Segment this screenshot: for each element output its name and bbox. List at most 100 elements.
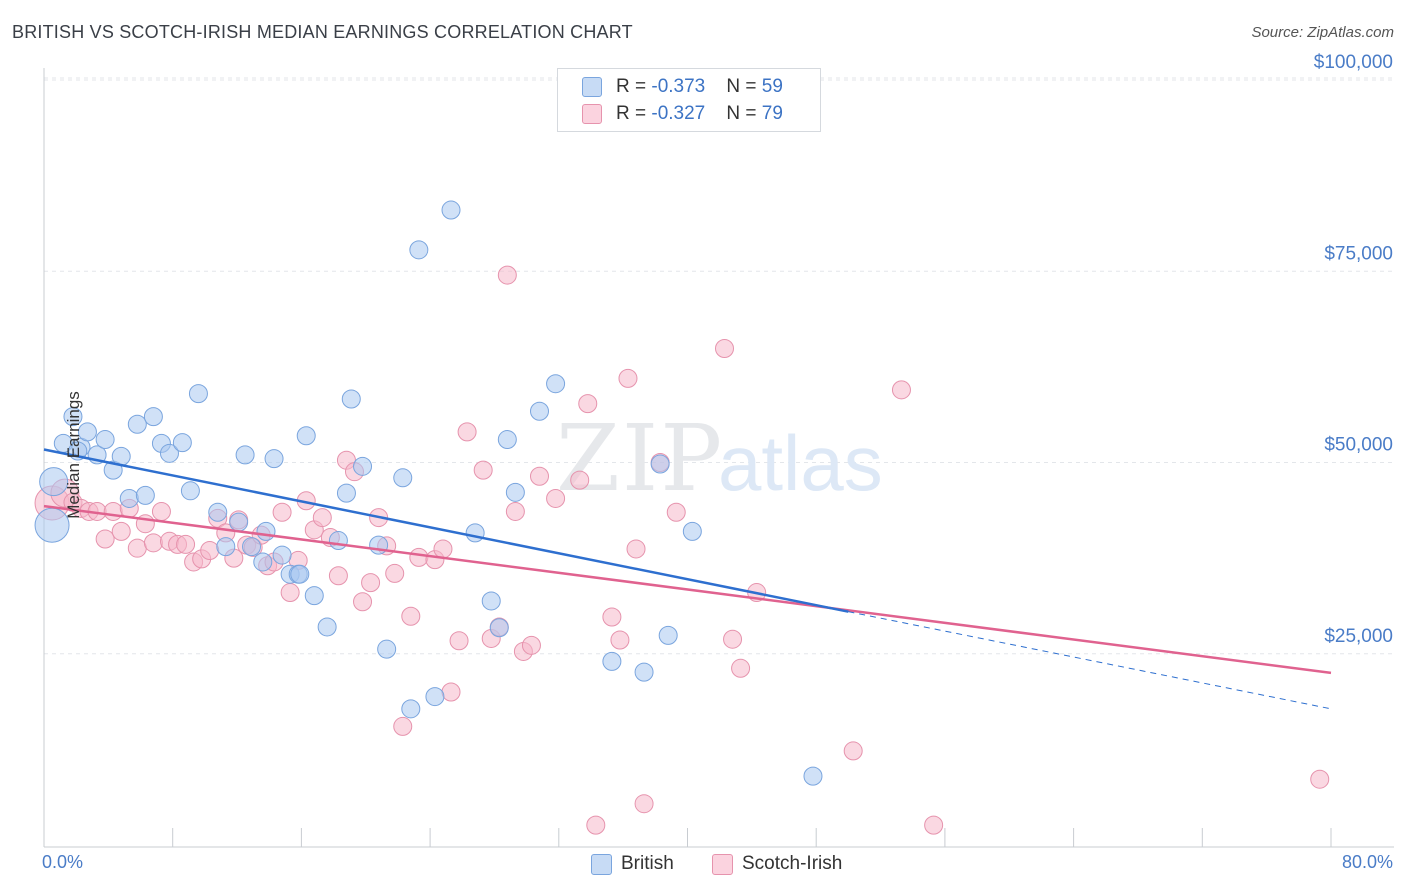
british-point	[256, 521, 276, 541]
chart-title: BRITISH VS SCOTCH-IRISH MEDIAN EARNINGS …	[12, 22, 633, 42]
british-point	[264, 449, 284, 469]
scotch-irish-point	[151, 501, 171, 521]
british-point	[489, 618, 509, 638]
scotch-irish-point	[280, 583, 300, 603]
grid-lines	[44, 77, 1394, 655]
british-point	[229, 512, 249, 532]
legend-label-scotch-irish: Scotch-Irish	[742, 853, 843, 874]
british-point	[208, 502, 228, 522]
scotch-irish-point	[393, 716, 413, 736]
british-point	[95, 430, 115, 450]
y-tick-label: $25,000	[1324, 626, 1393, 647]
scotch-irish-point	[127, 538, 147, 558]
r-label: R =	[616, 103, 652, 124]
british-point	[253, 552, 273, 572]
british-point	[188, 384, 208, 404]
n-label: N =	[726, 76, 762, 97]
british-trend-extension	[848, 611, 1332, 710]
british-point	[63, 407, 83, 427]
axes	[43, 68, 1394, 848]
british-point	[505, 482, 525, 502]
british-point	[441, 200, 461, 220]
scotch-irish-point	[1310, 769, 1330, 789]
british-point	[304, 586, 324, 606]
british-point	[497, 430, 517, 450]
scotch-irish-point	[546, 488, 566, 508]
scotch-irish-point	[457, 422, 477, 442]
british-point	[127, 414, 147, 434]
scotch-irish-point	[176, 534, 196, 554]
n-value-british: 59	[761, 76, 783, 97]
scotch-irish-point	[891, 380, 911, 400]
british-point	[77, 422, 97, 442]
british-point	[481, 591, 501, 611]
scotch-irish-point	[626, 539, 646, 559]
british-point	[172, 433, 192, 453]
british-point	[377, 639, 397, 659]
scotch-irish-point	[433, 539, 453, 559]
scotch-irish-point	[473, 460, 493, 480]
british-point	[546, 374, 566, 394]
scotch-irish-point	[409, 547, 429, 567]
legend-swatch-british	[591, 854, 612, 875]
y-tick-labels: $25,000 $50,000 $75,000 $100,000	[1314, 52, 1393, 647]
r-value-scotch-irish: -0.327	[651, 103, 706, 124]
legend-swatch-british	[582, 77, 602, 97]
watermark: ZIP atlas	[556, 405, 883, 512]
n-value-scotch-irish: 79	[761, 103, 783, 124]
y-tick-label: $75,000	[1324, 243, 1393, 264]
british-point	[341, 389, 361, 409]
scotch-irish-point	[610, 630, 630, 650]
scotch-irish-point	[715, 339, 735, 359]
legend-swatch-scotch-irish	[712, 854, 733, 875]
british-point	[242, 537, 262, 557]
series-legend: British Scotch-Irish	[0, 853, 1406, 877]
n-label: N =	[726, 103, 762, 124]
british-point	[401, 699, 421, 719]
british-point	[290, 564, 310, 584]
x-axis-max-label: 80.0%	[1341, 852, 1393, 872]
watermark-zip: ZIP	[556, 405, 724, 512]
british-point	[317, 617, 337, 637]
scotch-irish-point	[200, 540, 220, 560]
british-point	[235, 445, 255, 465]
british-point	[602, 651, 622, 671]
scotch-irish-point	[497, 265, 517, 285]
scotch-irish-point	[843, 741, 863, 761]
scotch-irish-point	[353, 592, 373, 612]
british-point	[529, 401, 549, 421]
british-point	[296, 426, 316, 446]
scotch-irish-point	[634, 794, 654, 814]
scotch-irish-point	[449, 631, 469, 651]
y-axis-label: Median Earnings	[63, 391, 83, 519]
scotch-irish-point	[666, 502, 686, 522]
scotch-irish-point	[618, 368, 638, 388]
scotch-irish-point	[401, 606, 421, 626]
scotch-irish-point	[111, 521, 131, 541]
british-point	[353, 456, 373, 476]
scotch-irish-point	[570, 470, 590, 490]
british-point	[159, 443, 179, 463]
scotch-irish-point	[731, 658, 751, 678]
scotch-irish-point	[529, 466, 549, 486]
y-tick-label: $100,000	[1314, 52, 1393, 73]
british-point	[803, 766, 823, 786]
trend-lines	[43, 448, 1332, 710]
scotch-irish-point	[361, 573, 381, 593]
scotch-irish-point	[272, 502, 292, 522]
source-label: Source: ZipAtlas.com	[1251, 24, 1394, 41]
r-label: R =	[616, 76, 652, 97]
scotch-irish-point	[441, 682, 461, 702]
british-point	[409, 240, 429, 260]
british-point	[272, 545, 292, 565]
x-axis-min-label: 0.0%	[42, 852, 84, 872]
scotch-irish-point	[505, 501, 525, 521]
british-point	[336, 483, 356, 503]
scotch-irish-point	[602, 607, 622, 627]
british-point	[658, 625, 678, 645]
british-point	[650, 454, 670, 474]
scotch-irish-point	[521, 635, 541, 655]
british-point	[135, 485, 155, 505]
scotch-irish-point	[578, 394, 598, 414]
watermark-atlas: atlas	[718, 419, 883, 507]
